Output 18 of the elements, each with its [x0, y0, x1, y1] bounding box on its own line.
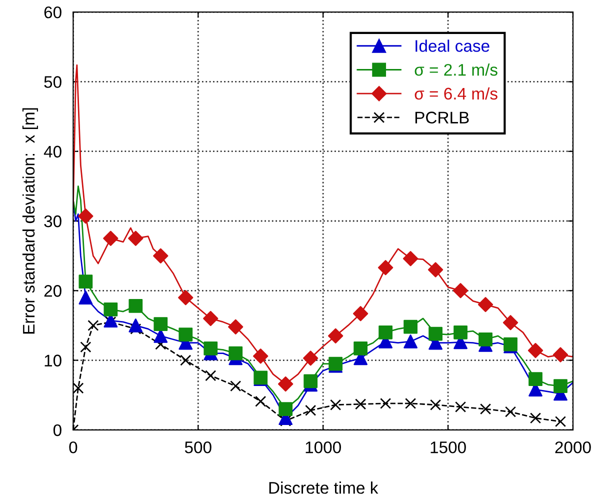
- y-tick-label: 10: [44, 354, 62, 366]
- y-tick-label: 20: [44, 285, 62, 297]
- x-axis-title: Discrete time k: [269, 482, 378, 494]
- x-tick-label: 2000: [555, 441, 591, 454]
- legend-label: σ = 6.4 m/s: [414, 87, 498, 100]
- y-axis-title: Error standard deviation: x [m]: [22, 108, 38, 334]
- x-tick-label: 1000: [306, 441, 341, 454]
- x-tick-label: 1500: [430, 441, 466, 454]
- y-tick-label: 30: [44, 215, 62, 228]
- y-tick-label: 0: [53, 424, 62, 436]
- x-tick-label: 0: [69, 441, 78, 454]
- legend-label: PCRLB: [415, 112, 469, 124]
- y-tick-label: 40: [44, 146, 62, 158]
- legend-label: σ = 2.1 m/s: [414, 64, 498, 76]
- y-tick-label: 50: [44, 76, 62, 88]
- x-tick-label: 500: [184, 441, 212, 454]
- y-tick-label: 60: [44, 6, 62, 18]
- legend-label: Ideal case: [416, 40, 490, 52]
